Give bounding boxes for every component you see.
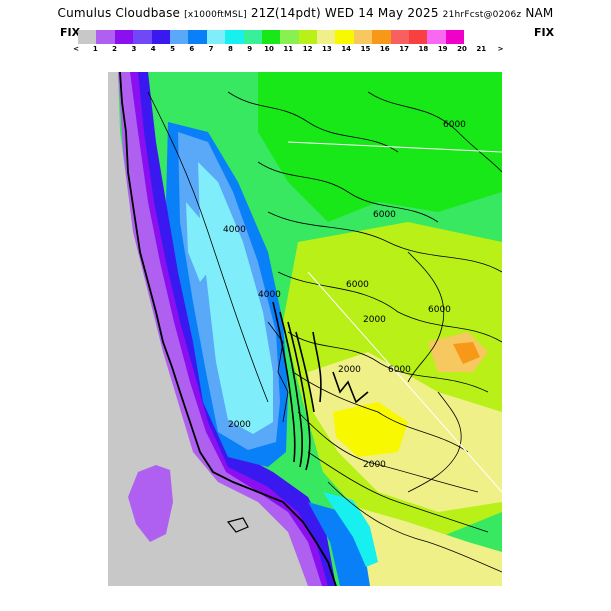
color-tick-label: 9 [247,45,253,53]
color-tick-label: 20 [457,45,467,53]
contour-label: 6000 [428,305,451,315]
contour-label: 2000 [363,460,386,470]
contour-label: 6000 [346,280,369,290]
color-swatch [409,30,428,44]
color-tick-label: 8 [227,45,233,53]
color-swatch [372,30,391,44]
valley-cyan-north [186,202,208,282]
color-swatch [445,30,465,44]
coastline [119,72,337,586]
color-swatch [261,30,281,44]
color-tick-label: > [497,45,504,53]
contour-label: 6000 [443,120,466,130]
color-tick-label: 14 [341,45,352,53]
color-tick-label: 3 [131,45,137,53]
fix-left-label: FIX [60,26,81,39]
title-model: NAM [525,6,554,20]
color-legend-bar [78,30,465,44]
color-tick-label: 1 [92,45,98,53]
color-swatch [133,30,152,44]
color-tick-label: 18 [418,45,429,53]
color-swatch [243,30,262,44]
light-yellow-south [338,502,502,586]
color-legend-ticks: <1 2 3 4 5 6 7 8 9 10 11 12 13 14 15 16 17 18 19 20 21 > [68,45,526,57]
color-tick-label: 2 [112,45,118,53]
color-tick-label: 12 [302,45,313,53]
color-swatch [114,30,134,44]
south-teal [323,492,378,567]
coast-blue-band [138,72,336,586]
color-tick-label: 15 [360,45,371,53]
island-outline [226,517,249,533]
color-swatch [206,30,226,44]
contour-label: 6000 [373,210,396,220]
title-forecast: 21hrFcst@0206z [442,10,522,20]
color-tick-label: 11 [283,45,294,53]
title-unit: [x1000ftMSL] [184,10,247,20]
light-yellow-region [308,352,502,512]
color-swatch [280,30,299,44]
contour-label: 2000 [363,315,386,325]
color-tick-label: 10 [264,45,274,53]
sierra-contour-cluster [272,301,369,471]
color-swatch [427,30,446,44]
color-swatch [78,30,97,44]
contour-label: 2000 [338,365,361,375]
state-border [287,141,502,493]
cloudbase-map: 6000 6000 2000 6000 2000 6000 6000 2000 … [108,72,502,586]
contour-label: 4000 [223,225,246,235]
color-tick-label: 13 [322,45,332,53]
color-swatch [188,30,207,44]
color-tick-label: 6 [189,45,195,53]
south-blue [308,502,370,586]
color-tick-label: 17 [399,45,409,53]
color-tick-label: 7 [208,45,214,53]
color-swatch [298,30,318,44]
title-main: Cumulus Cloudbase [57,6,181,20]
yellow-core [333,402,408,457]
color-swatch [225,30,244,44]
contour-label-group: 6000 6000 2000 6000 2000 6000 6000 2000 … [223,120,466,470]
fix-right-label: FIX [534,26,555,39]
color-swatch [317,30,336,44]
title-valid-time: 21Z(14pdt) WED 14 May 2025 [250,6,439,20]
map-title: Cumulus Cloudbase [x1000ftMSL] 21Z(14pdt… [0,6,611,20]
color-tick-label: 4 [150,45,156,53]
color-tick-label: 21 [476,45,487,53]
orange-spot-2 [453,342,480,364]
coast-violet-band [130,72,330,586]
color-tick-label: 16 [379,45,390,53]
color-swatch [353,30,373,44]
color-swatch [390,30,410,44]
color-swatch [335,30,354,44]
color-tick-label: 5 [170,45,175,53]
contour-label: 2000 [228,420,251,430]
color-swatch [151,30,170,44]
contour-label: 4000 [258,290,281,300]
color-swatch [169,30,189,44]
green-region-north [258,72,502,222]
color-swatch [96,30,115,44]
color-tick-label: 19 [437,45,448,53]
contour-label: 6000 [388,365,411,375]
contour-lines [147,91,502,573]
color-tick-label: < [73,45,79,53]
island-purple [128,465,173,542]
